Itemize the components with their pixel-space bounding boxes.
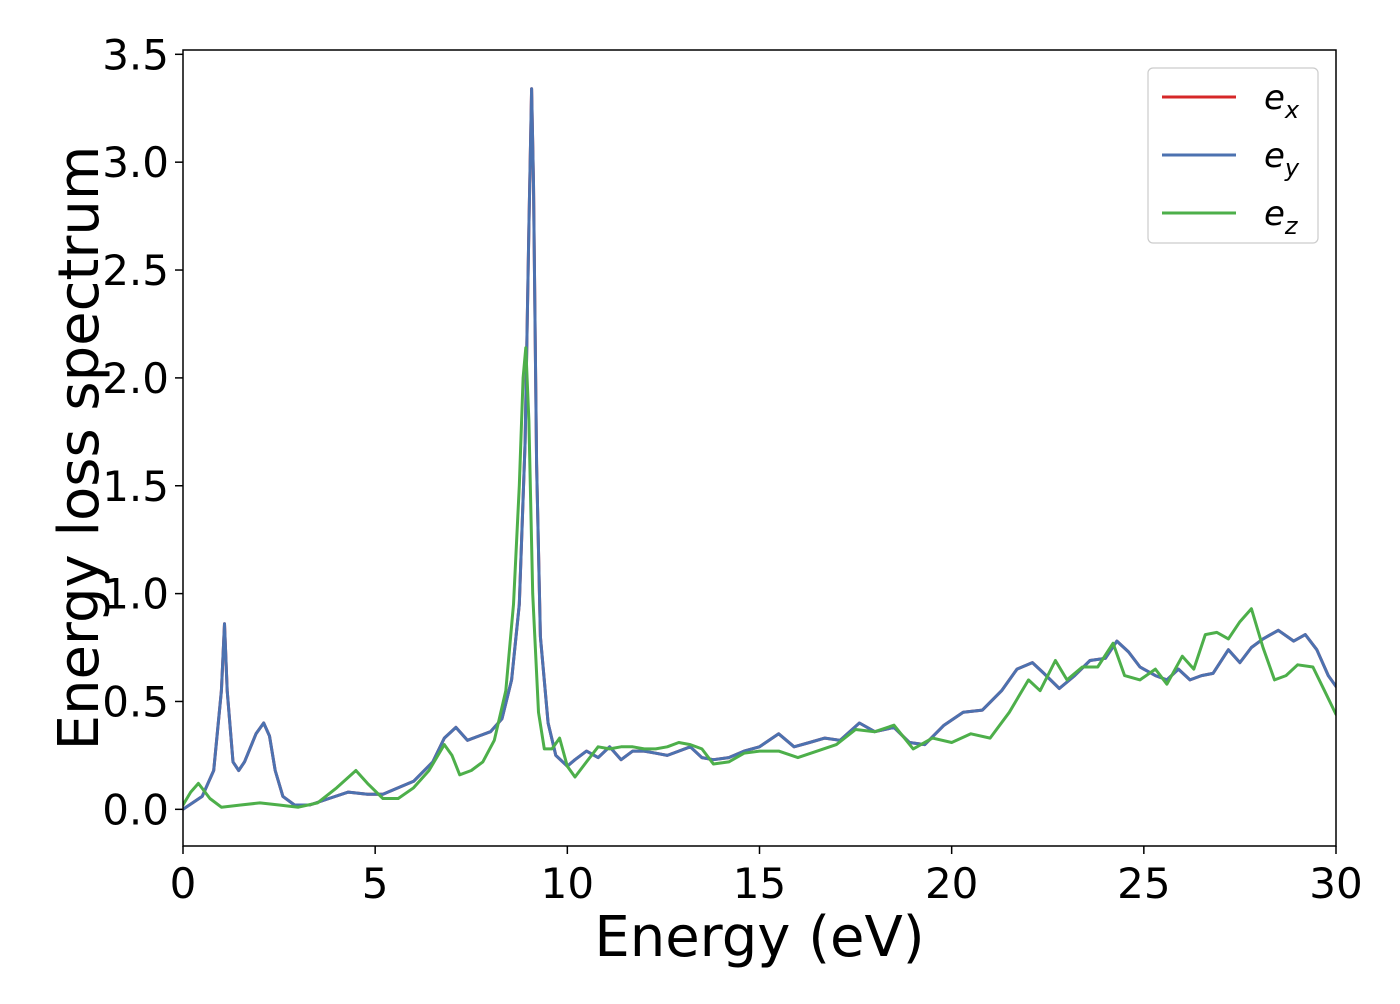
y-tick-label: 3.5 (102, 30, 169, 79)
y-tick-label: 3.0 (102, 138, 169, 187)
series-line-z (183, 346, 1336, 809)
legend-label-subscript: y (1284, 154, 1300, 182)
y-tick-label: 2.0 (102, 354, 169, 403)
y-tick-label: 2.5 (102, 246, 169, 295)
x-tick-label: 25 (1117, 859, 1170, 908)
x-tick-label: 15 (733, 859, 786, 908)
x-axis-label: Energy (eV) (594, 905, 924, 970)
x-tick-label: 30 (1309, 859, 1362, 908)
series-line-y (183, 87, 1336, 811)
legend-label-y: ey (1264, 136, 1300, 182)
y-tick-label: 0.0 (102, 785, 169, 834)
y-tick-label: 1.5 (102, 462, 169, 511)
x-tick-label: 10 (541, 859, 594, 908)
series-layer (183, 87, 1336, 811)
legend-label-base: e (1264, 194, 1285, 234)
x-tick-label: 5 (362, 859, 389, 908)
legend-label-x: ex (1264, 78, 1300, 124)
axes-layer: 0 5 10 15 20 25 30 0.0 0.5 1.0 1.5 2.0 2.5 3.0 3.5 (102, 30, 1363, 908)
y-tick-label: 0.5 (102, 677, 169, 726)
legend-label-z: ez (1264, 194, 1299, 240)
x-tick-label: 0 (170, 859, 197, 908)
legend-label-base: e (1264, 78, 1285, 118)
y-axis-label: Energy loss spectrum (47, 146, 112, 751)
y-tick-label: 1.0 (102, 570, 169, 619)
legend-label-subscript: z (1284, 212, 1299, 240)
legend-label-subscript: x (1284, 96, 1300, 124)
x-tick-label: 20 (925, 859, 978, 908)
legend-label-base: e (1264, 136, 1285, 176)
